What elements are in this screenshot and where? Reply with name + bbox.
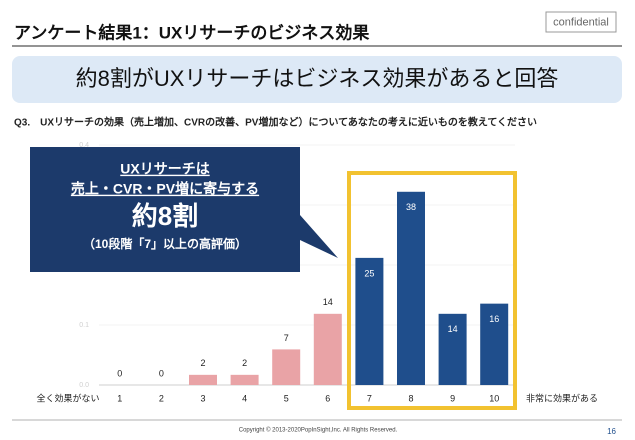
bar bbox=[272, 349, 301, 385]
x-tick-label: 3 bbox=[200, 393, 205, 403]
highlight-frame bbox=[347, 171, 517, 410]
value-label: 38 bbox=[406, 202, 416, 212]
tag-box bbox=[545, 11, 617, 33]
x-tick-label: 5 bbox=[284, 393, 289, 403]
callout-line: UXリサーチは bbox=[120, 161, 209, 177]
value-label: 14 bbox=[448, 324, 458, 334]
question: Q3. UXリサーチの効果（売上増加、CVRの改善、PV増加など）についてあなた… bbox=[14, 116, 537, 129]
bar bbox=[189, 374, 217, 385]
value-label: 25 bbox=[364, 268, 374, 278]
bar bbox=[397, 191, 425, 385]
callout-line: 売上・CVR・PV増に寄与する bbox=[71, 181, 259, 197]
x-tick-label: 1 bbox=[117, 393, 122, 403]
tag: confidential bbox=[553, 16, 609, 28]
x-start-label: 全く効果がない bbox=[36, 392, 99, 403]
value-label: 14 bbox=[323, 297, 333, 307]
bar bbox=[355, 257, 384, 385]
copyright: Copyright © 2013-2020PopInSight,Inc. All… bbox=[239, 427, 398, 434]
x-tick-label: 10 bbox=[489, 393, 499, 403]
y-tick-label: 0.1 bbox=[79, 322, 89, 329]
value-label: 0 bbox=[159, 368, 164, 378]
x-tick-label: 9 bbox=[450, 393, 455, 403]
banner-box bbox=[12, 56, 622, 103]
bar bbox=[230, 374, 259, 385]
x-end-label: 非常に効果がある bbox=[526, 392, 598, 403]
x-tick-label: 7 bbox=[367, 393, 372, 403]
chart: 0.00.10.20.30.4全く効果がない非常に効果がある1020324257… bbox=[36, 142, 598, 404]
x-tick-label: 6 bbox=[325, 393, 330, 403]
callout-headline: 約8割 bbox=[132, 201, 198, 231]
callout-note: （10段階「7」以上の高評価） bbox=[83, 236, 247, 251]
callout-box bbox=[30, 147, 338, 272]
value-label: 16 bbox=[489, 314, 499, 324]
slide-title: アンケート結果1：UXリサーチのビジネス効果 bbox=[14, 22, 369, 42]
y-tick-label: 0.0 bbox=[79, 382, 89, 389]
value-label: 0 bbox=[117, 368, 122, 378]
x-tick-label: 4 bbox=[242, 393, 247, 403]
page-number: 16 bbox=[607, 427, 616, 436]
x-tick-label: 8 bbox=[408, 393, 413, 403]
value-label: 7 bbox=[284, 333, 289, 343]
bar bbox=[480, 303, 509, 385]
x-tick-label: 2 bbox=[159, 393, 164, 403]
bar bbox=[438, 313, 467, 385]
value-label: 2 bbox=[200, 358, 205, 368]
y-tick-label: 0.4 bbox=[79, 142, 89, 149]
banner: 約8割がUXリサーチはビジネス効果があると回答 bbox=[76, 66, 559, 91]
value-label: 2 bbox=[242, 358, 247, 368]
bar bbox=[313, 313, 342, 385]
